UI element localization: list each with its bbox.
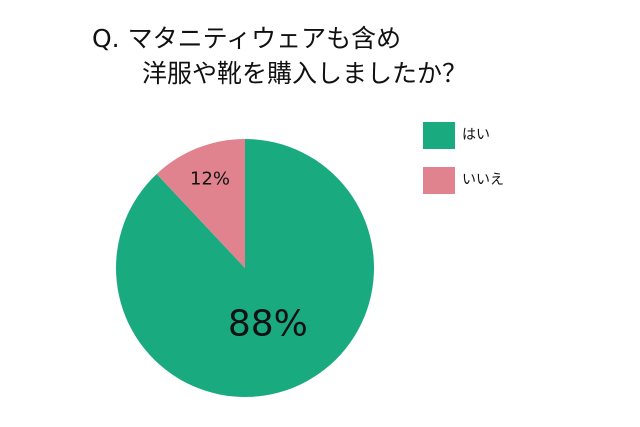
data-label: 88% xyxy=(228,304,308,345)
legend-swatch xyxy=(423,167,455,194)
pie-slice xyxy=(156,139,245,268)
data-label: 12% xyxy=(190,169,230,190)
chart-title: 洋服や靴を購入しましたか？ xyxy=(142,59,467,88)
legend-label: はい xyxy=(462,127,490,143)
chart-title: Q. マタニティウェアも含め xyxy=(92,24,401,53)
legend-swatch xyxy=(423,122,455,149)
legend-label: いいえ xyxy=(462,172,504,188)
